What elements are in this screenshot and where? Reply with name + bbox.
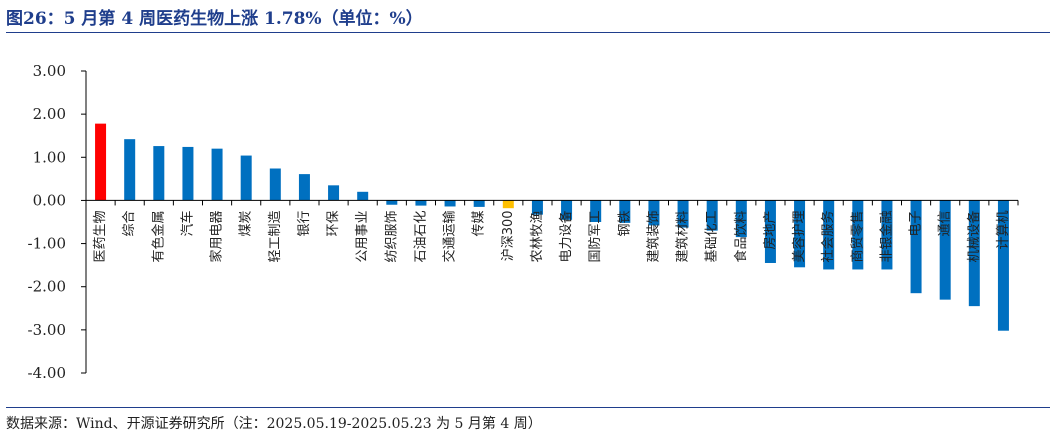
y-tick-label: 2.00	[33, 105, 66, 123]
y-tick-label: -1.00	[28, 235, 66, 253]
bar-电子	[910, 200, 922, 294]
category-label: 食品饮料	[733, 210, 749, 262]
category-label: 沪深300	[500, 210, 516, 261]
chart-title: 图26：5 月第 4 周医药生物上涨 1.78%（单位：%）	[6, 9, 423, 29]
bar-传媒	[473, 200, 485, 207]
category-label: 煤炭	[239, 210, 254, 236]
category-label: 有色金属	[150, 210, 166, 262]
bar-轻工制造	[269, 168, 281, 201]
bar-美容护理	[794, 200, 806, 268]
y-tick-label: -4.00	[28, 364, 66, 382]
category-label: 环保	[326, 210, 341, 236]
category-label: 纺织服饰	[384, 210, 399, 262]
category-label: 轻工制造	[268, 210, 283, 262]
category-labels: 医药生物 综合 有色金属 汽车 家用电器 煤炭 轻工制造 银行 环保 公用事业 纺织服饰 石油石化 交通…	[93, 210, 1011, 262]
y-tick-label: 3.00	[33, 62, 66, 80]
bar-通信	[939, 200, 951, 300]
category-label: 公用事业	[355, 210, 370, 262]
category-label: 电子	[909, 210, 924, 236]
bar-电力设备	[561, 200, 573, 220]
category-label: 商贸零售	[849, 210, 865, 262]
y-tick-label: 1.00	[33, 148, 66, 166]
bar-社会服务	[823, 200, 835, 270]
bar-房地产	[764, 200, 776, 263]
bar-钢铁	[619, 200, 631, 223]
x-axis	[85, 199, 1019, 206]
bar-交通运输	[444, 200, 456, 207]
category-label: 石油石化	[413, 210, 428, 262]
y-tick-label: -2.00	[28, 278, 66, 296]
y-tick-label: 0.00	[33, 191, 66, 209]
bar-建筑装饰	[648, 200, 660, 226]
bar-家用电器	[211, 148, 223, 201]
bar-有色金属	[153, 146, 165, 201]
title-underline	[6, 32, 1050, 33]
bar-非银金融	[881, 200, 893, 270]
category-label: 国防军工	[587, 210, 603, 262]
category-label: 建筑装饰	[645, 210, 661, 262]
bar-石油石化	[415, 200, 427, 206]
category-label: 医药生物	[93, 210, 108, 262]
category-label: 电力设备	[558, 210, 574, 262]
bar-食品饮料	[735, 200, 747, 238]
bar-纺织服饰	[386, 200, 398, 205]
bar-环保	[328, 185, 340, 201]
category-label: 机械设备	[966, 210, 982, 262]
bar-银行	[298, 174, 310, 201]
bar-建筑材料	[677, 200, 689, 228]
category-label: 钢铁	[617, 210, 632, 236]
bar-公用事业	[357, 191, 369, 201]
category-label: 通信	[938, 210, 953, 236]
bar-汽车	[182, 146, 194, 201]
category-label: 交通运输	[442, 210, 458, 262]
bar-国防军工	[590, 200, 602, 222]
bar-基础化工	[706, 200, 718, 231]
category-label: 基础化工	[705, 210, 720, 262]
category-label: 计算机	[996, 210, 1011, 249]
category-label: 房地产	[762, 210, 778, 249]
category-label: 非银金融	[878, 210, 894, 262]
category-label: 农林牧渔	[530, 210, 545, 262]
bar-机械设备	[968, 200, 980, 307]
category-label: 传媒	[472, 210, 487, 236]
bar-农林牧渔	[531, 200, 543, 215]
category-label: 建筑材料	[675, 210, 691, 262]
category-label: 社会服务	[820, 210, 836, 262]
bar-计算机	[997, 200, 1009, 331]
category-label: 银行	[297, 210, 312, 236]
bar-煤炭	[240, 155, 252, 201]
y-tick-label: -3.00	[28, 321, 66, 339]
bar-综合	[124, 139, 136, 201]
bar-沪深300	[502, 200, 514, 209]
category-label: 家用电器	[209, 210, 225, 262]
footer-rule	[6, 407, 1050, 408]
data-source-note: 数据来源：Wind、开源证券研究所（注：2025.05.19-2025.05.2…	[6, 416, 542, 432]
bars	[95, 123, 1009, 331]
bar-商贸零售	[852, 200, 864, 270]
bar-医药生物	[95, 123, 107, 201]
y-axis: 3.00 2.00 1.00 0.00 -1.00 -2.00 -3.00 -4.00	[28, 62, 87, 382]
category-label: 综合	[122, 210, 137, 236]
category-label: 美容护理	[791, 210, 807, 262]
category-label: 汽车	[179, 210, 195, 236]
